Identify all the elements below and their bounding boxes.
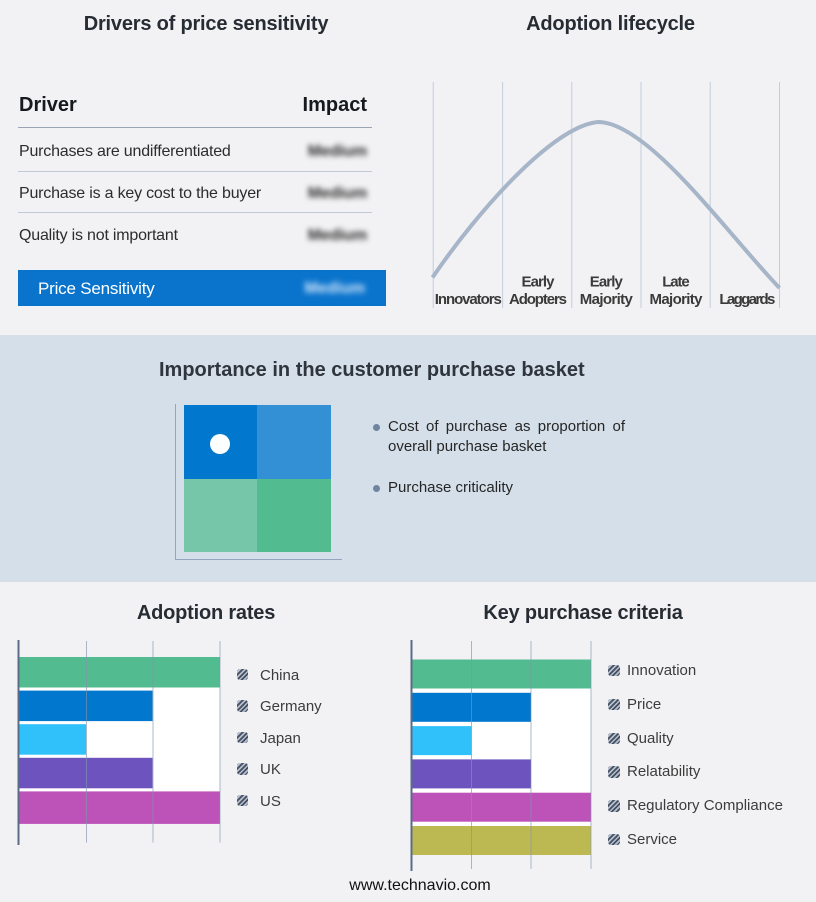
svg-text:Late: Late [662, 274, 690, 291]
svg-text:Early: Early [522, 274, 556, 291]
svg-text:Adopters: Adopters [509, 291, 567, 308]
svg-text:Majority: Majority [650, 291, 704, 308]
svg-text:Majority: Majority [580, 291, 634, 308]
svg-text:Early: Early [590, 274, 624, 291]
svg-text:Innovators: Innovators [435, 291, 502, 308]
svg-text:Laggards: Laggards [719, 291, 775, 308]
